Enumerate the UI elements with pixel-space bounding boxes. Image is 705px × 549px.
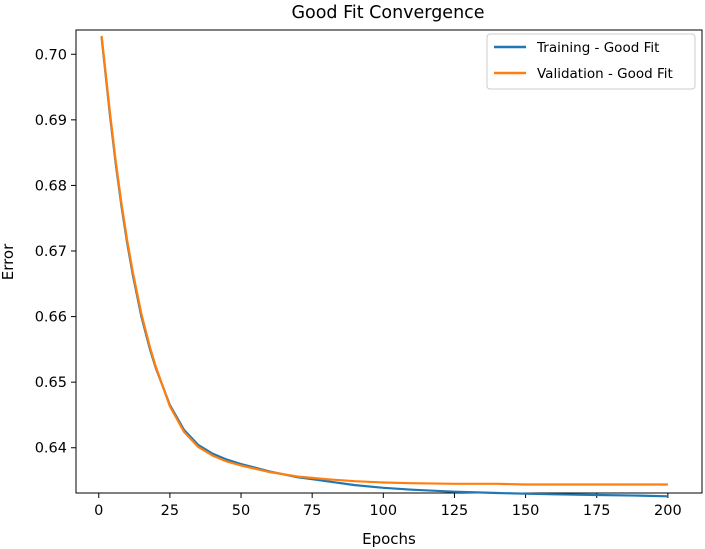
series-line-training (100, 37, 668, 498)
x-tick-label: 50 (232, 503, 250, 519)
x-axis: 0 25 50 75 100 125 150 175 200 (94, 493, 682, 519)
x-tick-label: 125 (441, 503, 469, 519)
plot-area-frame (75, 29, 703, 494)
legend: Training - Good Fit Validation - Good Fi… (486, 33, 696, 90)
series-line-validation (100, 35, 668, 486)
x-tick-label: 25 (161, 503, 179, 519)
y-tick-label: 0.70 (35, 47, 67, 63)
y-tick-label: 0.69 (35, 113, 67, 129)
chart-title: Good Fit Convergence (291, 3, 484, 23)
y-tick-label: 0.66 (35, 310, 67, 326)
x-tick-label: 0 (94, 503, 103, 519)
x-tick-label: 75 (303, 503, 321, 519)
x-tick-label: 175 (583, 503, 611, 519)
x-axis-label: Epochs (362, 530, 416, 548)
legend-label-training: Training - Good Fit (536, 40, 659, 56)
legend-box (486, 33, 696, 90)
x-tick-label: 200 (654, 503, 682, 519)
y-axis-label: Error (0, 243, 17, 280)
y-axis: 0.64 0.65 0.66 0.67 0.68 0.69 0.70 (35, 47, 76, 457)
y-tick-label: 0.64 (35, 441, 67, 457)
legend-label-validation: Validation - Good Fit (537, 66, 673, 82)
series-lines (100, 35, 668, 498)
y-tick-label: 0.68 (35, 178, 67, 194)
y-tick-label: 0.67 (35, 244, 67, 260)
x-tick-label: 150 (512, 503, 540, 519)
x-tick-label: 100 (369, 503, 397, 519)
y-tick-label: 0.65 (35, 375, 67, 391)
